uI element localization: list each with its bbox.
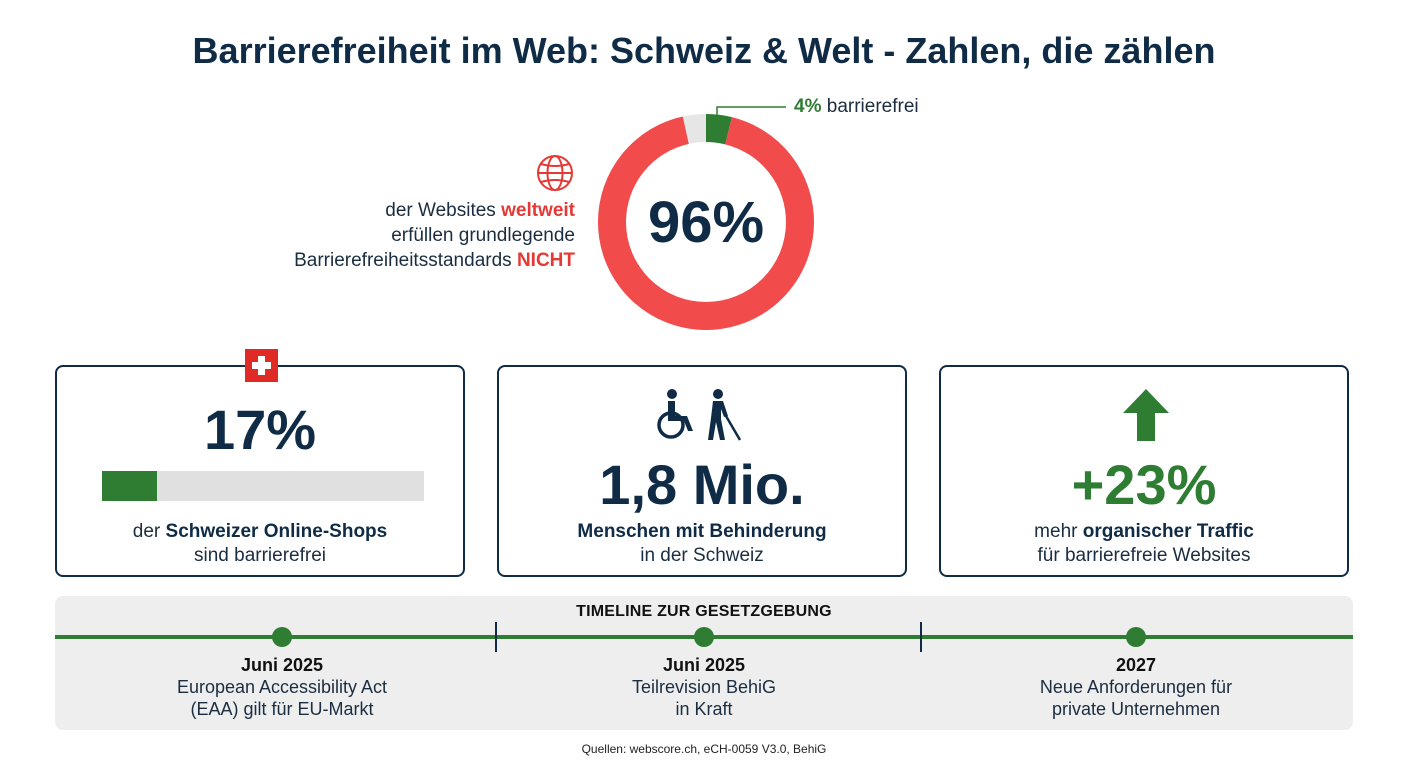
timeline-dot bbox=[272, 627, 292, 647]
callout-text: barrierefrei bbox=[826, 96, 919, 117]
timeline-heading: TIMELINE ZUR GESETZGEBUNG bbox=[576, 603, 832, 620]
card-people-text-line2: in der Schweiz bbox=[640, 545, 764, 566]
timeline-line1: Neue Anforderungen für bbox=[1039, 677, 1233, 697]
timeline-line2: (EAA) gilt für EU-Markt bbox=[190, 699, 374, 719]
card-swiss-text-pre: der bbox=[132, 521, 166, 542]
timeline-date: 2027 bbox=[1115, 655, 1157, 675]
donut-chart bbox=[598, 114, 814, 330]
card-traffic-text-line2: für barrierefreie Websites bbox=[1037, 545, 1251, 566]
timeline-item-2027: 2027 Neue Anforderungen für private Unte… bbox=[976, 654, 1296, 720]
desc-highlight-nicht: NICHT bbox=[516, 250, 575, 271]
timeline-divider bbox=[920, 622, 922, 652]
card-swiss-text: der Schweizer Online-Shops sind barriere… bbox=[57, 520, 463, 568]
timeline-divider bbox=[495, 622, 497, 652]
card-traffic: +23% mehr organischer Traffic für barrie… bbox=[939, 365, 1349, 577]
timeline-item-behig: Juni 2025 Teilrevision BehiG in Kraft bbox=[544, 654, 864, 720]
sources: Quellen: webscore.ch, eCH-0059 V3.0, Beh… bbox=[581, 742, 827, 756]
card-traffic-text: mehr organischer Traffic für barrierefre… bbox=[941, 520, 1347, 568]
arrow-up-icon bbox=[1123, 389, 1169, 441]
timeline-line2: private Unternehmen bbox=[1051, 699, 1221, 719]
donut-slice-nicht-barrierefrei bbox=[598, 114, 814, 330]
card-people-value: 1,8 Mio. bbox=[599, 453, 805, 516]
timeline-line2: in Kraft bbox=[675, 699, 733, 719]
callout-line bbox=[716, 106, 786, 130]
donut-slice-barrierefrei bbox=[598, 114, 814, 330]
card-swiss-value: 17% bbox=[203, 398, 317, 461]
globe-icon bbox=[537, 155, 573, 191]
card-swiss-text-bold: Schweizer Online-Shops bbox=[165, 521, 388, 542]
card-swiss-text-line2: sind barrierefrei bbox=[194, 545, 326, 566]
card-traffic-text-bold: organischer Traffic bbox=[1082, 521, 1254, 542]
timeline-date: Juni 2025 bbox=[662, 655, 746, 675]
progress-bar bbox=[102, 471, 424, 501]
donut-center-value: 96% bbox=[647, 189, 765, 255]
timeline-dot bbox=[1126, 627, 1146, 647]
card-people: 1,8 Mio. Menschen mit Behinderung in der… bbox=[497, 365, 907, 577]
timeline-date: Juni 2025 bbox=[240, 655, 324, 675]
card-traffic-text-pre: mehr bbox=[1034, 521, 1083, 542]
timeline-line1: Teilrevision BehiG bbox=[631, 677, 777, 697]
desc-part3: Barrierefreiheitsstandards bbox=[294, 250, 517, 271]
swiss-flag-icon bbox=[245, 349, 278, 382]
desc-highlight-weltweit: weltweit bbox=[501, 200, 575, 221]
callout-value: 4% bbox=[794, 96, 822, 117]
donut-description: der Websites weltweit erfüllen grundlege… bbox=[230, 198, 575, 273]
card-people-text-bold: Menschen mit Behinderung bbox=[577, 521, 827, 542]
card-traffic-value: +23% bbox=[1071, 453, 1217, 516]
donut-callout: 4% barrierefrei bbox=[794, 96, 919, 118]
desc-part2: erfüllen grundlegende bbox=[391, 225, 575, 246]
progress-fill bbox=[102, 471, 157, 501]
card-swiss-shops: 17% der Schweizer Online-Shops sind barr… bbox=[55, 365, 465, 577]
timeline-item-eaa: Juni 2025 European Accessibility Act (EA… bbox=[122, 654, 442, 720]
page-title: Barrierefreiheit im Web: Schweiz & Welt … bbox=[192, 30, 1216, 71]
card-people-text: Menschen mit Behinderung in der Schweiz bbox=[499, 520, 905, 568]
disability-icon bbox=[657, 389, 742, 441]
desc-part1: der Websites bbox=[385, 200, 502, 221]
timeline-dot bbox=[694, 627, 714, 647]
timeline-line1: European Accessibility Act bbox=[176, 677, 388, 697]
timeline-panel: TIMELINE ZUR GESETZGEBUNG Juni 2025 Euro… bbox=[55, 596, 1353, 730]
